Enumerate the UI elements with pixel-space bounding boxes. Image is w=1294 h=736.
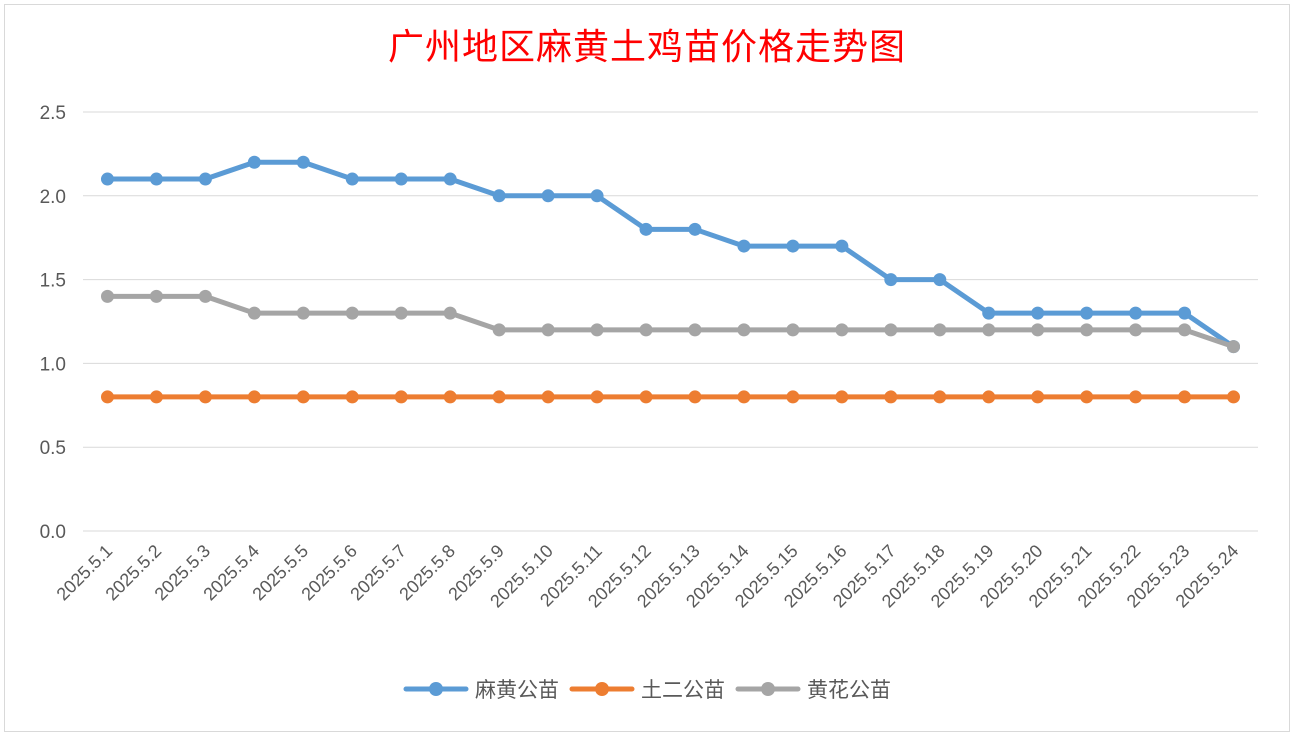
data-point xyxy=(1129,323,1143,337)
data-point xyxy=(149,289,163,303)
data-point xyxy=(100,289,114,303)
data-point xyxy=(786,239,800,253)
legend-label: 麻黄公苗 xyxy=(475,678,559,702)
data-point xyxy=(933,273,947,287)
y-tick-label: 2.0 xyxy=(40,187,66,208)
data-point xyxy=(786,390,800,404)
data-point xyxy=(590,323,604,337)
y-tick-label: 1.0 xyxy=(40,354,66,375)
data-point xyxy=(541,323,555,337)
data-point xyxy=(1178,306,1192,320)
data-point xyxy=(1227,340,1241,354)
legend-label: 土二公苗 xyxy=(641,678,725,702)
data-point xyxy=(1031,390,1045,404)
data-point xyxy=(492,390,506,404)
data-point xyxy=(345,306,359,320)
data-point xyxy=(688,323,702,337)
data-point xyxy=(296,155,310,169)
series-line xyxy=(104,293,1237,350)
series-0 xyxy=(100,155,1241,354)
data-point xyxy=(345,390,359,404)
data-point xyxy=(933,323,947,337)
data-point xyxy=(1031,306,1045,320)
data-point xyxy=(296,306,310,320)
legend-label: 黄花公苗 xyxy=(807,678,891,702)
data-point xyxy=(1129,390,1143,404)
data-point xyxy=(394,306,408,320)
data-point xyxy=(541,390,555,404)
gridlines xyxy=(83,111,1258,532)
data-point xyxy=(394,390,408,404)
data-point xyxy=(492,323,506,337)
data-point xyxy=(247,155,261,169)
data-point xyxy=(737,323,751,337)
y-tick-label: 2.5 xyxy=(40,103,66,124)
y-tick-label: 0.5 xyxy=(40,438,66,459)
data-point xyxy=(835,390,849,404)
data-point xyxy=(100,390,114,404)
data-point xyxy=(884,273,898,287)
data-point xyxy=(933,390,947,404)
data-point xyxy=(835,323,849,337)
legend-item: 土二公苗 xyxy=(569,674,725,704)
data-point xyxy=(492,189,506,203)
data-point xyxy=(1129,306,1143,320)
data-point xyxy=(982,390,996,404)
data-point xyxy=(394,172,408,186)
data-point xyxy=(688,222,702,236)
legend: 麻黄公苗 土二公苗 黄花公苗 xyxy=(0,674,1294,704)
data-point xyxy=(198,172,212,186)
data-point xyxy=(639,390,653,404)
data-point xyxy=(100,172,114,186)
data-point xyxy=(1080,323,1094,337)
data-point xyxy=(835,239,849,253)
y-tick-label: 1.5 xyxy=(40,271,66,292)
y-tick-label: 0.0 xyxy=(40,522,66,543)
data-point xyxy=(1227,390,1241,404)
data-point xyxy=(1178,390,1192,404)
legend-swatch xyxy=(403,682,469,696)
data-point xyxy=(443,172,457,186)
data-point xyxy=(639,222,653,236)
data-point xyxy=(1080,390,1094,404)
data-point xyxy=(541,189,555,203)
data-point xyxy=(443,390,457,404)
data-point xyxy=(149,390,163,404)
data-point xyxy=(688,390,702,404)
data-point xyxy=(884,323,898,337)
data-point xyxy=(1080,306,1094,320)
data-point xyxy=(1031,323,1045,337)
data-point xyxy=(590,189,604,203)
data-point xyxy=(982,323,996,337)
data-point xyxy=(884,390,898,404)
data-point xyxy=(982,306,996,320)
x-axis-ticks: 2025.5.12025.5.22025.5.32025.5.42025.5.5… xyxy=(53,541,1243,612)
data-point xyxy=(247,390,261,404)
data-point xyxy=(345,172,359,186)
data-point xyxy=(1178,323,1192,337)
data-point xyxy=(198,289,212,303)
legend-swatch xyxy=(735,682,801,696)
legend-item: 麻黄公苗 xyxy=(403,674,559,704)
data-point xyxy=(737,390,751,404)
data-point xyxy=(443,306,457,320)
data-point xyxy=(737,239,751,253)
data-point xyxy=(296,390,310,404)
chart-title: 广州地区麻黄土鸡苗价格走势图 xyxy=(387,27,906,68)
chart-frame xyxy=(4,4,1290,732)
series-2 xyxy=(100,289,1241,354)
series-group xyxy=(100,155,1241,404)
data-point xyxy=(149,172,163,186)
legend-item: 黄花公苗 xyxy=(735,674,891,704)
data-point xyxy=(198,390,212,404)
data-point xyxy=(590,390,604,404)
legend-swatch xyxy=(569,682,635,696)
series-1 xyxy=(100,390,1241,404)
y-axis-ticks: 0.0 0.5 1.0 1.5 2.0 2.5 xyxy=(40,103,66,543)
data-point xyxy=(247,306,261,320)
data-point xyxy=(786,323,800,337)
data-point xyxy=(639,323,653,337)
series-line xyxy=(104,159,1237,350)
